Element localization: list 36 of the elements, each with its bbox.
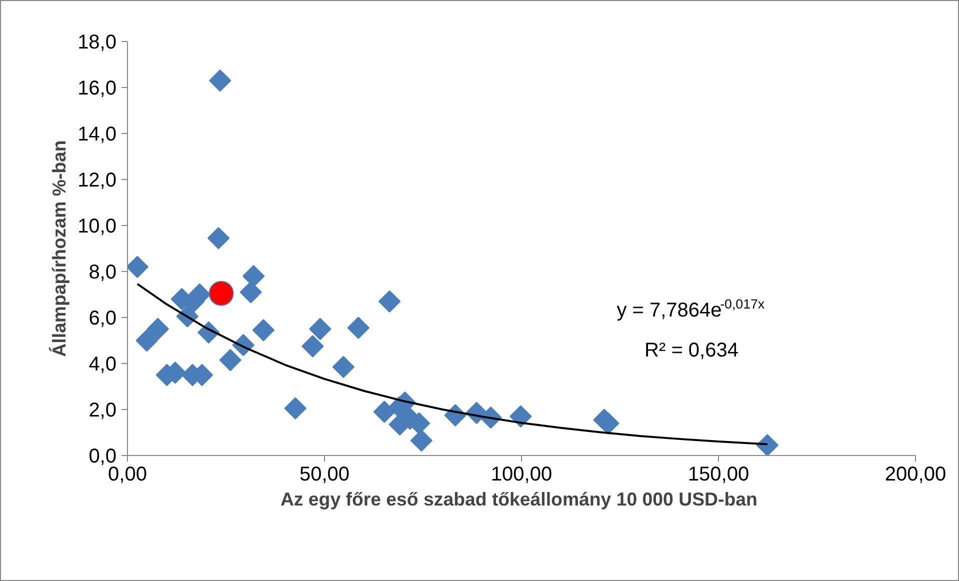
x-tick-label: 100,00 (490, 464, 552, 486)
x-tick-label: 150,00 (688, 464, 750, 486)
point (219, 348, 242, 372)
point (252, 319, 275, 342)
point (208, 69, 232, 92)
y-tick-label: 2,0 (88, 400, 117, 422)
point (302, 335, 324, 358)
x-tick-label: 200,00 (884, 464, 946, 486)
y-tick-label: 16,0 (78, 78, 117, 100)
point (378, 290, 401, 313)
point (242, 264, 265, 288)
y-tick-label: 14,0 (78, 124, 117, 146)
annotation: R² = 0,634 (644, 340, 738, 362)
point (756, 434, 778, 456)
point (284, 397, 306, 420)
point (309, 318, 332, 340)
x-tick-label: 50,00 (299, 464, 350, 486)
y-tick-label: 18,0 (78, 32, 117, 54)
point (332, 356, 355, 378)
x-axis-title: Az egy főre eső szabad tőkeállomány 10 000 USD-ban (280, 488, 758, 510)
point (128, 256, 148, 278)
y-axis-title: Állampapírhozam %-ban (48, 140, 70, 357)
point (208, 280, 234, 306)
point (240, 281, 262, 304)
point (136, 329, 158, 352)
y-tick-label: 10,0 (78, 216, 117, 238)
point (146, 318, 169, 340)
point (347, 316, 370, 339)
y-tick-label: 8,0 (88, 262, 117, 284)
y-tick-label: 12,0 (78, 170, 117, 192)
point (510, 405, 532, 428)
y-tick-label: 6,0 (88, 308, 117, 330)
point (373, 400, 396, 423)
point (410, 429, 433, 452)
point (207, 227, 230, 250)
y-tick-label: 4,0 (88, 354, 117, 376)
